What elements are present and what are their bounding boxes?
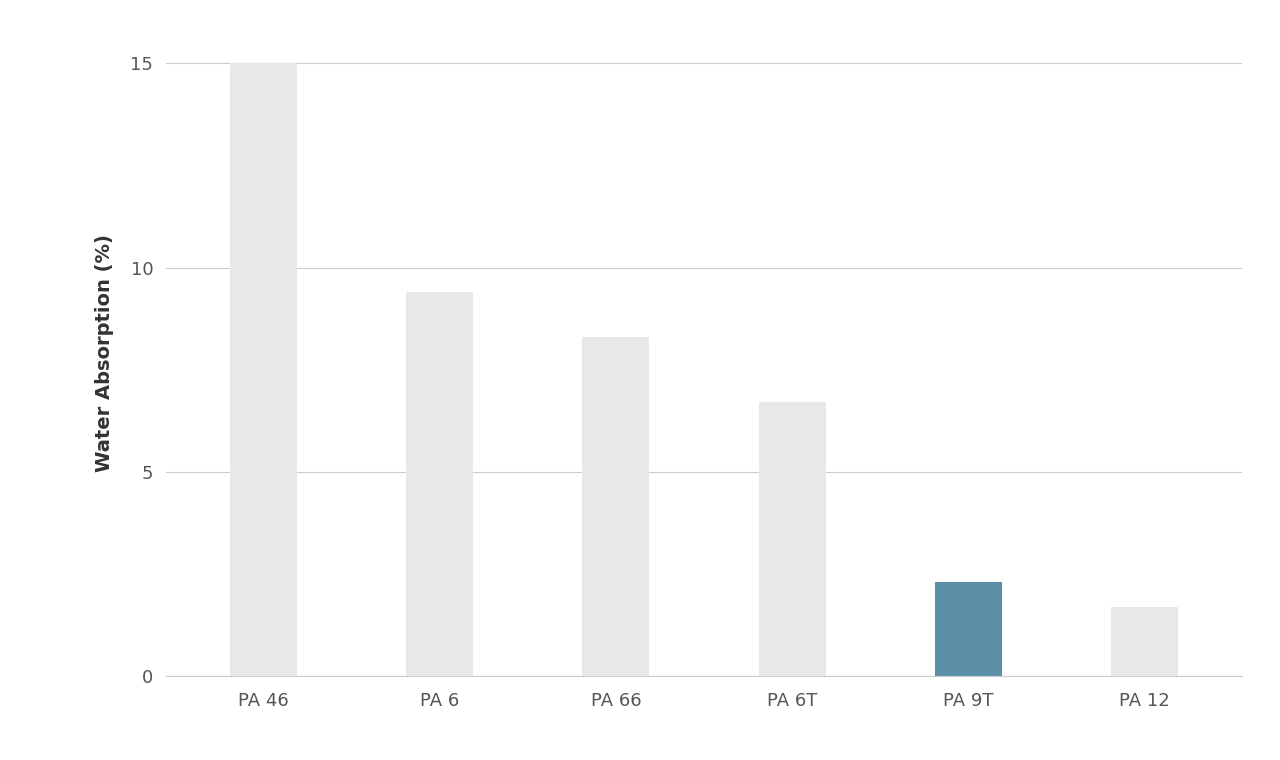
Bar xyxy=(759,403,826,676)
Bar xyxy=(582,337,649,676)
Bar xyxy=(230,63,297,676)
Y-axis label: Water Absorption (%): Water Absorption (%) xyxy=(95,235,114,472)
Bar xyxy=(406,292,474,676)
Bar xyxy=(934,582,1002,676)
Bar xyxy=(1111,607,1178,676)
